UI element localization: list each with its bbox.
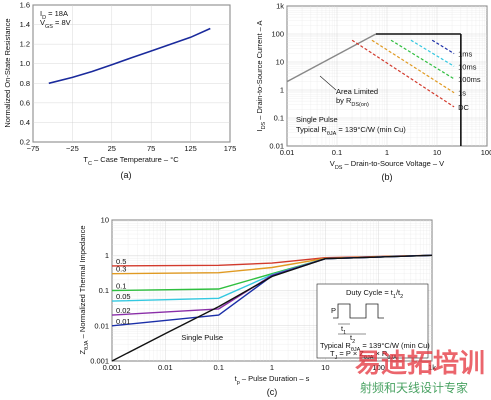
panel-c-series-label: 0.1: [116, 282, 126, 291]
panel-a-ytick-label: 1.0: [20, 59, 30, 68]
panel-c-ticks: 0.001 0.01 0.1 1 10 100 1k 0.001 0.01 0.1 1 10: [90, 216, 436, 373]
panel-b-series-100ms: [390, 39, 455, 80]
panel-b-xtick-label: 1: [385, 148, 389, 157]
panel-b-series: 1ms 10ms 100ms 1s DC: [286, 33, 481, 146]
watermark-sub: 射频和天线设计专家: [360, 380, 468, 395]
panel-a-ylabel: Normalized On-State Resistance: [3, 18, 12, 127]
inset-pulse-waveform: [333, 303, 384, 319]
panel-b-annotation-limited: Area Limited: [336, 87, 378, 96]
panel-c-xtick-label: 100: [372, 363, 385, 372]
panel-b-ylabel: IDS – Drain-to-Source Current – A: [255, 20, 267, 131]
panel-b-ytick-label: 1k: [276, 2, 284, 11]
panel-c-ytick-label: 0.01: [94, 321, 109, 330]
panel-a-ytick-label: 1.2: [20, 40, 30, 49]
panel-b-ytick-label: 10: [276, 58, 284, 67]
panel-c-xtick-label: 0.001: [103, 363, 122, 372]
panel-a-xtick-label: −25: [66, 144, 79, 153]
panel-a-rds-curve: [48, 27, 211, 85]
panel-a-annotation-vgs: VGS = 8V: [40, 18, 71, 30]
panel-a-grid: [32, 4, 231, 143]
panel-b-series-1ms: [431, 39, 455, 55]
watermark: 易迪拓培训 射频和天线设计专家: [355, 349, 485, 395]
panel-c-ytick-label: 1: [105, 251, 109, 260]
panel-a-xtick-label: −75: [27, 144, 40, 153]
panel-c-caption: (c): [267, 387, 278, 397]
panel-a-ytick-label: 0.8: [20, 79, 30, 88]
panel-b-rds-limit-line: [286, 33, 377, 83]
inset-formula: TJ = P × ZθJA × RθJA: [330, 349, 397, 361]
panel-a-ytick-label: 0.2: [20, 138, 30, 147]
panel-c-xtick-label: 0.01: [158, 363, 173, 372]
panel-b-ticks: 0.01 0.1 1 10 100 0.01 0.1 1 10 100 1k: [269, 2, 491, 158]
panel-c-series-Single-Pulse: [111, 254, 433, 362]
inset-duty-cycle: Duty Cycle = t1/t2: [346, 288, 403, 300]
panel-a: −75 −25 25 75 125 175 0.2 0.4 0.6 0.8 1.0 1.2 1.4 1.6…: [3, 1, 236, 181]
panel-b-ytick-label: 0.01: [269, 142, 284, 151]
inset-t2-label: t2: [350, 333, 355, 345]
panel-b-series-1s: [371, 39, 455, 94]
panel-b-xtick-label: 0.01: [280, 148, 295, 157]
panel-c-xtick-label: 1: [270, 363, 274, 372]
panel-a-xlabel: TC – Case Temperature – °C: [83, 155, 179, 167]
panel-b-grid: [286, 5, 488, 147]
panel-a-xtick-label: 125: [184, 144, 197, 153]
panel-a-annotation-id: ID = 18A: [40, 9, 68, 21]
panel-c-series-label: Single Pulse: [181, 333, 223, 342]
inset-p-label: P: [331, 306, 336, 315]
panel-b-series-label: 1s: [458, 89, 466, 98]
watermark-main: 易迪拓培训: [355, 349, 485, 379]
panel-c-xtick-label: 0.1: [213, 363, 223, 372]
panel-b-xtick-label: 0.1: [332, 148, 342, 157]
panel-b-series-10ms: [410, 39, 455, 67]
panel-c-ylabel: ZθJA – Normalized Thermal Impedance: [78, 226, 90, 355]
panel-c-xlabel: tp – Pulse Duration – s: [235, 374, 310, 386]
panel-b-xtick-label: 100: [481, 148, 491, 157]
panel-b: 0.01 0.1 1 10 100 0.01 0.1 1 10 100 1k 1ms 10ms 100m…: [255, 2, 491, 183]
panel-b-series-label: 1ms: [458, 50, 472, 59]
panel-c-xtick-label: 1k: [428, 363, 436, 372]
panel-a-caption: (a): [121, 170, 132, 180]
panel-c-series: [111, 254, 433, 362]
panel-a-ticks: −75 −25 25 75 125 175 0.2 0.4 0.6 0.8 1.0 1.2 1.4 1.6: [20, 1, 237, 154]
panel-b-ytick-label: 1: [280, 86, 284, 95]
inset-box: [316, 283, 429, 359]
panel-a-ytick-label: 0.6: [20, 98, 30, 107]
panel-a-xtick-label: 75: [147, 144, 155, 153]
inset-typical: Typical RθJA = 139°C/W (min Cu): [320, 341, 430, 353]
panel-c-ytick-label: 0.001: [90, 357, 109, 366]
panel-b-series-DC: [351, 39, 455, 108]
panel-a-xtick-label: 175: [224, 144, 237, 153]
panel-c-series-label: 0.05: [116, 292, 131, 301]
panel-c-series-label: 0.3: [116, 265, 126, 274]
panel-a-ytick-label: 1.6: [20, 1, 30, 10]
inset-t1-label: t1: [341, 324, 346, 336]
panel-c-series-labels: 0.50.3 0.10.05 0.02 0.01 Single Pulse: [116, 257, 223, 342]
panel-b-series-label: 10ms: [458, 62, 477, 71]
panel-b-annotation-pulse: Single Pulse: [296, 115, 338, 124]
panel-c-series-label: 0.02: [116, 306, 131, 315]
panel-b-series-label: 100ms: [458, 75, 481, 84]
panel-b-annotation-pointer: [319, 75, 337, 91]
panel-b-caption: (b): [382, 172, 393, 182]
panel-b-annotation-limited-by: by RDS(on): [336, 96, 369, 108]
panel-b-series-label: DC: [458, 103, 469, 112]
panel-c-ytick-label: 10: [101, 216, 109, 225]
panel-c-ytick-label: 0.1: [99, 286, 109, 295]
panel-a-ytick-label: 0.4: [20, 118, 30, 127]
panel-c-inset: Duty Cycle = t1/t2 P t1 t2 Typical RθJA …: [316, 283, 430, 361]
panel-c-series-label: 0.5: [116, 257, 126, 266]
panel-c-xtick-label: 10: [321, 363, 329, 372]
panel-a-ytick-label: 1.4: [20, 20, 30, 29]
panel-c-series-label: 0.01: [116, 317, 131, 326]
panel-b-ytick-label: 0.1: [274, 114, 284, 123]
panel-b-xtick-label: 10: [433, 148, 441, 157]
panel-b-ytick-label: 100: [271, 30, 284, 39]
panel-a-xtick-label: 25: [108, 144, 116, 153]
panel-b-xlabel: VDS – Drain-to-Source Voltage – V: [330, 159, 444, 171]
panel-b-annotation-typ: Typical RθJA = 139°C/W (min Cu): [296, 125, 406, 137]
